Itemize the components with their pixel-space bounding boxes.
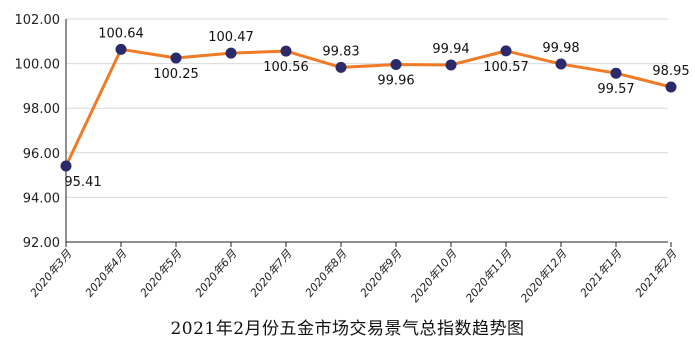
data-point — [280, 45, 292, 57]
data-label: 100.57 — [483, 60, 529, 75]
data-label: 100.64 — [98, 26, 144, 41]
x-tick-label: 2020年5月 — [138, 247, 185, 300]
x-tick-label: 2020年6月 — [193, 247, 240, 300]
data-points — [60, 43, 677, 172]
chart-caption: 2021年2月份五金市场交易景气总指数趋势图 — [170, 319, 525, 339]
data-point — [170, 52, 182, 64]
data-point — [500, 45, 512, 57]
x-tick-label: 2020年12月 — [518, 247, 570, 305]
data-labels: 95.41 100.64 100.25 100.47 100.56 99.83 99.96 9… — [64, 26, 689, 190]
y-tick-label: 92.00 — [23, 236, 60, 251]
data-point — [665, 81, 677, 93]
data-point — [610, 67, 622, 79]
data-point — [60, 160, 72, 172]
y-tick-label: 100.00 — [15, 58, 61, 73]
data-label: 100.47 — [208, 30, 254, 45]
x-tick-label: 2020年7月 — [248, 247, 295, 300]
x-tick-label: 2020年9月 — [358, 247, 405, 300]
data-label: 100.56 — [263, 60, 309, 75]
x-tick-label: 2020年3月 — [28, 247, 75, 300]
data-point — [390, 58, 402, 70]
x-tick-label: 2020年8月 — [303, 247, 350, 300]
data-label: 99.57 — [597, 82, 634, 97]
series-line — [64, 47, 672, 167]
data-point — [445, 59, 457, 71]
y-axis: 92.00 94.00 96.00 98.00 100.00 102.00 — [15, 13, 67, 251]
data-label: 95.41 — [64, 175, 101, 190]
y-tick-label: 94.00 — [23, 191, 60, 206]
data-label: 99.94 — [432, 42, 469, 57]
data-label: 99.98 — [542, 41, 579, 56]
x-tick-label: 2020年10月 — [408, 247, 460, 305]
data-label: 99.83 — [322, 44, 359, 59]
x-tick-label: 2021年1月 — [578, 247, 625, 300]
data-label: 99.96 — [377, 73, 414, 88]
data-label: 100.25 — [153, 67, 199, 82]
line-chart: 92.00 94.00 96.00 98.00 100.00 102.00 2020年3月… — [15, 13, 690, 305]
data-point — [335, 61, 347, 73]
x-axis: 2020年3月 2020年4月 2020年5月 2020年6月 2020年7月 2020年… — [28, 241, 680, 305]
x-tick-label: 2020年4月 — [83, 247, 130, 300]
data-point — [555, 58, 567, 70]
x-tick-label: 2020年11月 — [463, 247, 515, 305]
x-tick-label: 2021年2月 — [633, 247, 680, 300]
series-polyline — [64, 47, 672, 167]
y-tick-label: 98.00 — [23, 102, 60, 117]
y-tick-label: 102.00 — [15, 13, 61, 28]
data-point — [225, 47, 237, 59]
y-tick-label: 96.00 — [23, 147, 60, 162]
data-point — [115, 43, 127, 55]
data-label: 98.95 — [652, 64, 689, 79]
